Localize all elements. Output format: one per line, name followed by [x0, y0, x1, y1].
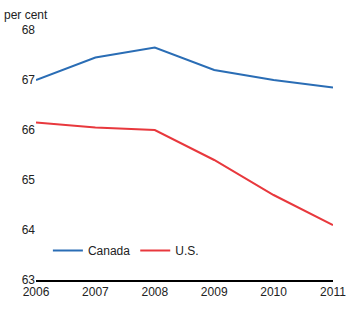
svg-text:68: 68 [22, 23, 36, 37]
svg-text:63: 63 [22, 273, 36, 287]
svg-text:2008: 2008 [141, 285, 168, 299]
svg-text:U.S.: U.S. [175, 244, 198, 258]
svg-text:2010: 2010 [260, 285, 287, 299]
svg-text:67: 67 [22, 73, 36, 87]
svg-text:per cent: per cent [4, 8, 48, 22]
svg-text:Canada: Canada [88, 244, 130, 258]
svg-text:2006: 2006 [23, 285, 50, 299]
svg-text:2011: 2011 [320, 285, 346, 299]
svg-text:66: 66 [22, 123, 36, 137]
svg-text:64: 64 [22, 223, 36, 237]
svg-text:2007: 2007 [82, 285, 109, 299]
svg-text:65: 65 [22, 173, 36, 187]
svg-text:2009: 2009 [201, 285, 228, 299]
